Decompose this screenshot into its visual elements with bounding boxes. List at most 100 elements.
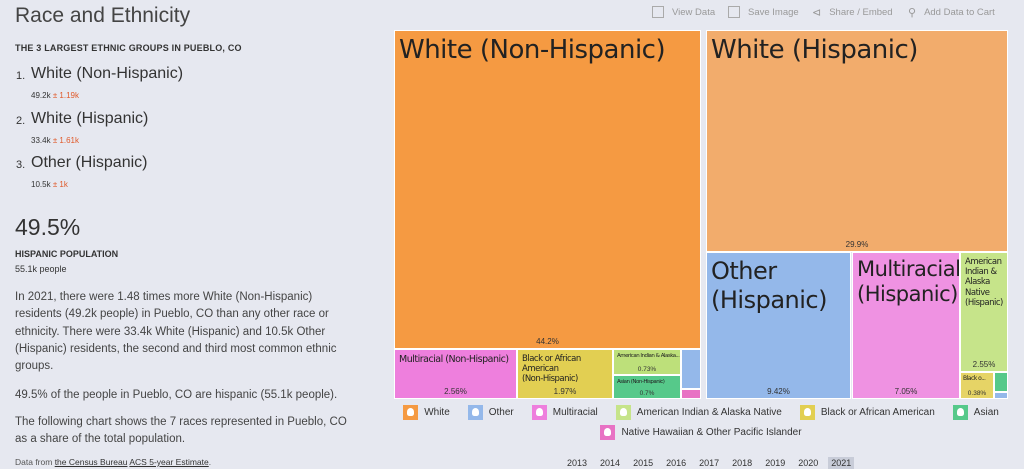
year-option[interactable]: 2017 [699, 458, 720, 468]
tile-label-line: Indian & [965, 267, 997, 278]
person-icon [600, 424, 616, 440]
data-source: Data from the Census Bureau ACS 5-year E… [15, 457, 211, 467]
add-to-cart-label: Add Data to Cart [924, 7, 995, 18]
group-name: Other (Hispanic) [31, 154, 148, 171]
chart-legend: White Other Multiracial American Indian & A… [394, 402, 1008, 442]
year-option[interactable]: 2018 [732, 458, 753, 468]
tile-label-line: (Hispanic) [857, 282, 958, 307]
tile-aian-hispanic[interactable]: American Indian & Alaska Native (Hispani… [960, 252, 1008, 372]
person-icon [799, 404, 815, 420]
year-selector: 2013 2014 2015 2016 2017 2018 2019 2020 2021 [564, 457, 855, 469]
group-value: 33.4k ± 1.61k [31, 136, 79, 145]
year-option[interactable]: 2015 [633, 458, 654, 468]
tile-black-hispanic[interactable]: Black o... 0.38% [960, 372, 994, 399]
add-to-cart-button[interactable]: ⚲ Add Data to Cart [908, 6, 995, 19]
tile-label-line: Native [965, 287, 990, 298]
census-link[interactable]: the Census Bureau [54, 457, 128, 467]
tile-asian-hispanic[interactable] [994, 372, 1008, 392]
tile-label: Black o... [963, 375, 986, 382]
tile-value: 0.38% [967, 390, 987, 397]
legend-label: Asian [973, 406, 999, 418]
share-embed-button[interactable]: ⊲ Share / Embed [812, 6, 893, 19]
tile-white-hispanic[interactable]: White (Hispanic) 29.9% [706, 30, 1008, 252]
hispanic-label: HISPANIC POPULATION [15, 249, 119, 259]
tile-value: 0.7% [639, 390, 655, 397]
tile-label: American Indian & Alaska... [617, 353, 680, 359]
legend-item[interactable]: Black or African American [799, 402, 935, 422]
tile-black-non-hispanic[interactable]: Black or African American (Non-Hispanic)… [517, 349, 613, 399]
hispanic-paragraph: 49.5% of the people in Pueblo, CO are hi… [15, 389, 338, 401]
page-title: Race and Ethnicity [15, 4, 191, 27]
group-name: White (Hispanic) [31, 110, 149, 127]
group-moe: ± 1.19k [52, 91, 79, 100]
tile-nhpi[interactable] [681, 389, 701, 399]
tile-value: 29.9% [845, 240, 869, 249]
save-image-label: Save Image [748, 6, 799, 18]
tile-value: 1.97% [553, 387, 577, 396]
year-option[interactable]: 2020 [798, 458, 819, 468]
tile-multiracial-non-hispanic[interactable]: Multiracial (Non-Hispanic) 2.56% [394, 349, 517, 399]
legend-item[interactable]: Asian [952, 402, 999, 422]
source-prefix: Data from [15, 457, 55, 467]
tile-label-line: Black or African American [522, 354, 581, 375]
tile-label: Other (Hispanic) [711, 257, 827, 315]
chart-description: The following chart shows the 7 races re… [15, 416, 347, 446]
person-icon [531, 404, 547, 420]
year-option[interactable]: 2016 [666, 458, 687, 468]
tile-aian-non-hispanic[interactable]: American Indian & Alaska... 0.73% [613, 349, 681, 375]
year-option[interactable]: 2021 [828, 457, 855, 469]
legend-label: Native Hawaiian & Other Pacific Islander [621, 426, 802, 438]
tile-value: 0.73% [637, 366, 657, 373]
table-icon [652, 6, 664, 18]
tile-label-line: (Hispanic) [711, 285, 827, 314]
group-name: White (Non-Hispanic) [31, 65, 184, 82]
save-image-button[interactable]: Save Image [728, 6, 799, 18]
legend-label: Other [488, 406, 514, 418]
treemap-chart: White (Non-Hispanic) 44.2% White (Hispan… [394, 30, 1008, 399]
legend-item[interactable]: American Indian & Alaska Native [615, 402, 782, 422]
group-moe: ± 1.61k [52, 136, 79, 145]
tile-label: Multiracial (Hispanic) [857, 257, 959, 307]
view-data-label: View Data [672, 6, 716, 18]
legend-item[interactable]: Native Hawaiian & Other Pacific Islander [600, 422, 802, 442]
rank-number: 1. [16, 70, 26, 82]
tile-label-line: American [965, 257, 1002, 267]
tile-label: White (Non-Hispanic) [399, 35, 666, 65]
group-moe: ± 1k [52, 180, 68, 189]
tile-label: Multiracial (Non-Hispanic) [399, 354, 509, 365]
tile-value: 9.42% [767, 387, 790, 396]
year-option[interactable]: 2013 [567, 458, 588, 468]
tile-white-non-hispanic[interactable]: White (Non-Hispanic) 44.2% [394, 30, 701, 349]
tile-label-line: (Non-Hispanic) [522, 374, 578, 385]
person-icon [615, 404, 631, 420]
tile-value: 2.55% [972, 360, 996, 369]
tile-label-line: Alaska [965, 277, 990, 288]
year-option[interactable]: 2014 [600, 458, 621, 468]
year-option[interactable]: 2019 [765, 458, 786, 468]
group-count: 10.5k [31, 180, 51, 189]
tile-asian-non-hispanic[interactable]: Asian (Non-Hispanic) 0.7% [613, 375, 681, 399]
tile-other-hispanic[interactable]: Other (Hispanic) 9.42% [706, 252, 851, 399]
summary-paragraph: In 2021, there were 1.48 times more Whit… [15, 291, 337, 373]
acs-link[interactable]: ACS 5-year Estimate [129, 457, 209, 467]
person-icon [467, 404, 483, 420]
tile-small-other[interactable] [994, 392, 1008, 399]
tile-value: 7.05% [894, 387, 918, 396]
legend-label: White [424, 406, 450, 418]
share-label: Share / Embed [829, 7, 893, 18]
legend-label: Black or African American [820, 406, 935, 418]
legend-item[interactable]: White [403, 402, 450, 422]
tile-label-line: Other [711, 257, 777, 285]
tile-label: Black or African American (Non-Hispanic) [522, 354, 612, 385]
tile-value: 44.2% [536, 337, 559, 346]
legend-label: American Indian & Alaska Native [636, 406, 782, 418]
tile-other-non-hispanic[interactable] [681, 349, 701, 389]
group-count: 33.4k [31, 136, 51, 145]
hispanic-count: 55.1k people [15, 264, 67, 274]
view-data-button[interactable]: View Data [652, 6, 715, 18]
source-suffix: . [208, 457, 212, 467]
legend-item[interactable]: Multiracial [531, 402, 598, 422]
tile-value: 2.56% [444, 387, 467, 396]
tile-multiracial-hispanic[interactable]: Multiracial (Hispanic) 7.05% [852, 252, 960, 399]
legend-item[interactable]: Other [467, 402, 514, 422]
